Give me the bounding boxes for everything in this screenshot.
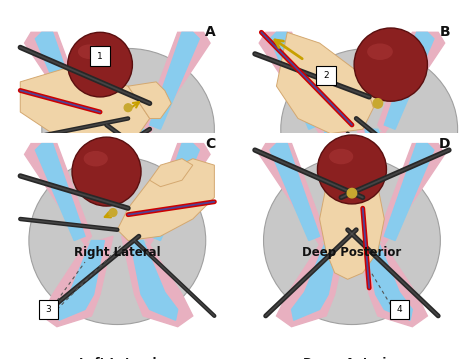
Text: Left Lateral: Left Lateral [79, 357, 156, 359]
Polygon shape [270, 32, 319, 129]
Polygon shape [363, 75, 391, 108]
Circle shape [318, 135, 386, 204]
Polygon shape [259, 32, 326, 134]
Polygon shape [319, 180, 384, 279]
Polygon shape [150, 159, 193, 187]
Ellipse shape [78, 45, 100, 59]
Polygon shape [57, 241, 104, 320]
Text: Deep  Anterior: Deep Anterior [303, 357, 401, 359]
FancyBboxPatch shape [390, 300, 409, 319]
Ellipse shape [367, 43, 393, 60]
Polygon shape [270, 144, 319, 241]
Text: 4: 4 [397, 305, 402, 314]
Polygon shape [276, 32, 374, 134]
FancyBboxPatch shape [38, 300, 58, 319]
Polygon shape [128, 82, 171, 118]
Polygon shape [118, 159, 214, 241]
Ellipse shape [281, 48, 457, 210]
Circle shape [124, 104, 132, 112]
Polygon shape [36, 144, 85, 241]
Text: C: C [205, 137, 215, 150]
Polygon shape [292, 241, 339, 320]
Polygon shape [20, 69, 150, 146]
Polygon shape [259, 144, 326, 245]
Circle shape [109, 209, 117, 216]
Polygon shape [384, 32, 434, 129]
Circle shape [354, 28, 428, 101]
Circle shape [72, 137, 141, 206]
Polygon shape [292, 129, 339, 209]
FancyBboxPatch shape [7, 131, 228, 350]
Polygon shape [42, 125, 113, 215]
Polygon shape [365, 241, 412, 320]
Polygon shape [356, 236, 428, 327]
FancyBboxPatch shape [242, 131, 462, 350]
FancyBboxPatch shape [7, 19, 228, 239]
Text: Right Lateral: Right Lateral [74, 246, 161, 259]
Text: A: A [205, 25, 215, 39]
Text: 3: 3 [46, 305, 51, 314]
Polygon shape [150, 144, 199, 241]
Ellipse shape [84, 151, 108, 167]
Text: B: B [439, 25, 450, 39]
Polygon shape [143, 144, 210, 245]
Polygon shape [356, 125, 428, 215]
Polygon shape [25, 32, 91, 134]
Polygon shape [42, 236, 113, 327]
Circle shape [373, 99, 383, 108]
Text: D: D [439, 137, 450, 150]
Ellipse shape [329, 149, 353, 164]
Text: Deep Posterior: Deep Posterior [302, 246, 401, 259]
Polygon shape [57, 129, 104, 209]
FancyBboxPatch shape [316, 66, 336, 85]
Polygon shape [122, 125, 193, 215]
Polygon shape [150, 32, 199, 129]
Polygon shape [130, 241, 178, 320]
FancyBboxPatch shape [91, 46, 110, 66]
Ellipse shape [42, 48, 214, 210]
Text: 2: 2 [323, 71, 329, 80]
Polygon shape [378, 32, 445, 134]
Ellipse shape [264, 157, 440, 325]
Polygon shape [143, 32, 210, 134]
Polygon shape [378, 144, 445, 245]
Polygon shape [25, 144, 91, 245]
Polygon shape [122, 236, 193, 327]
FancyBboxPatch shape [242, 19, 462, 239]
Circle shape [68, 32, 132, 97]
Polygon shape [276, 125, 347, 215]
Polygon shape [365, 129, 412, 209]
Polygon shape [276, 236, 347, 327]
Text: 1: 1 [97, 51, 103, 61]
Polygon shape [36, 32, 85, 129]
Circle shape [347, 188, 357, 198]
Polygon shape [384, 144, 434, 241]
Ellipse shape [29, 157, 206, 325]
Polygon shape [130, 129, 178, 209]
